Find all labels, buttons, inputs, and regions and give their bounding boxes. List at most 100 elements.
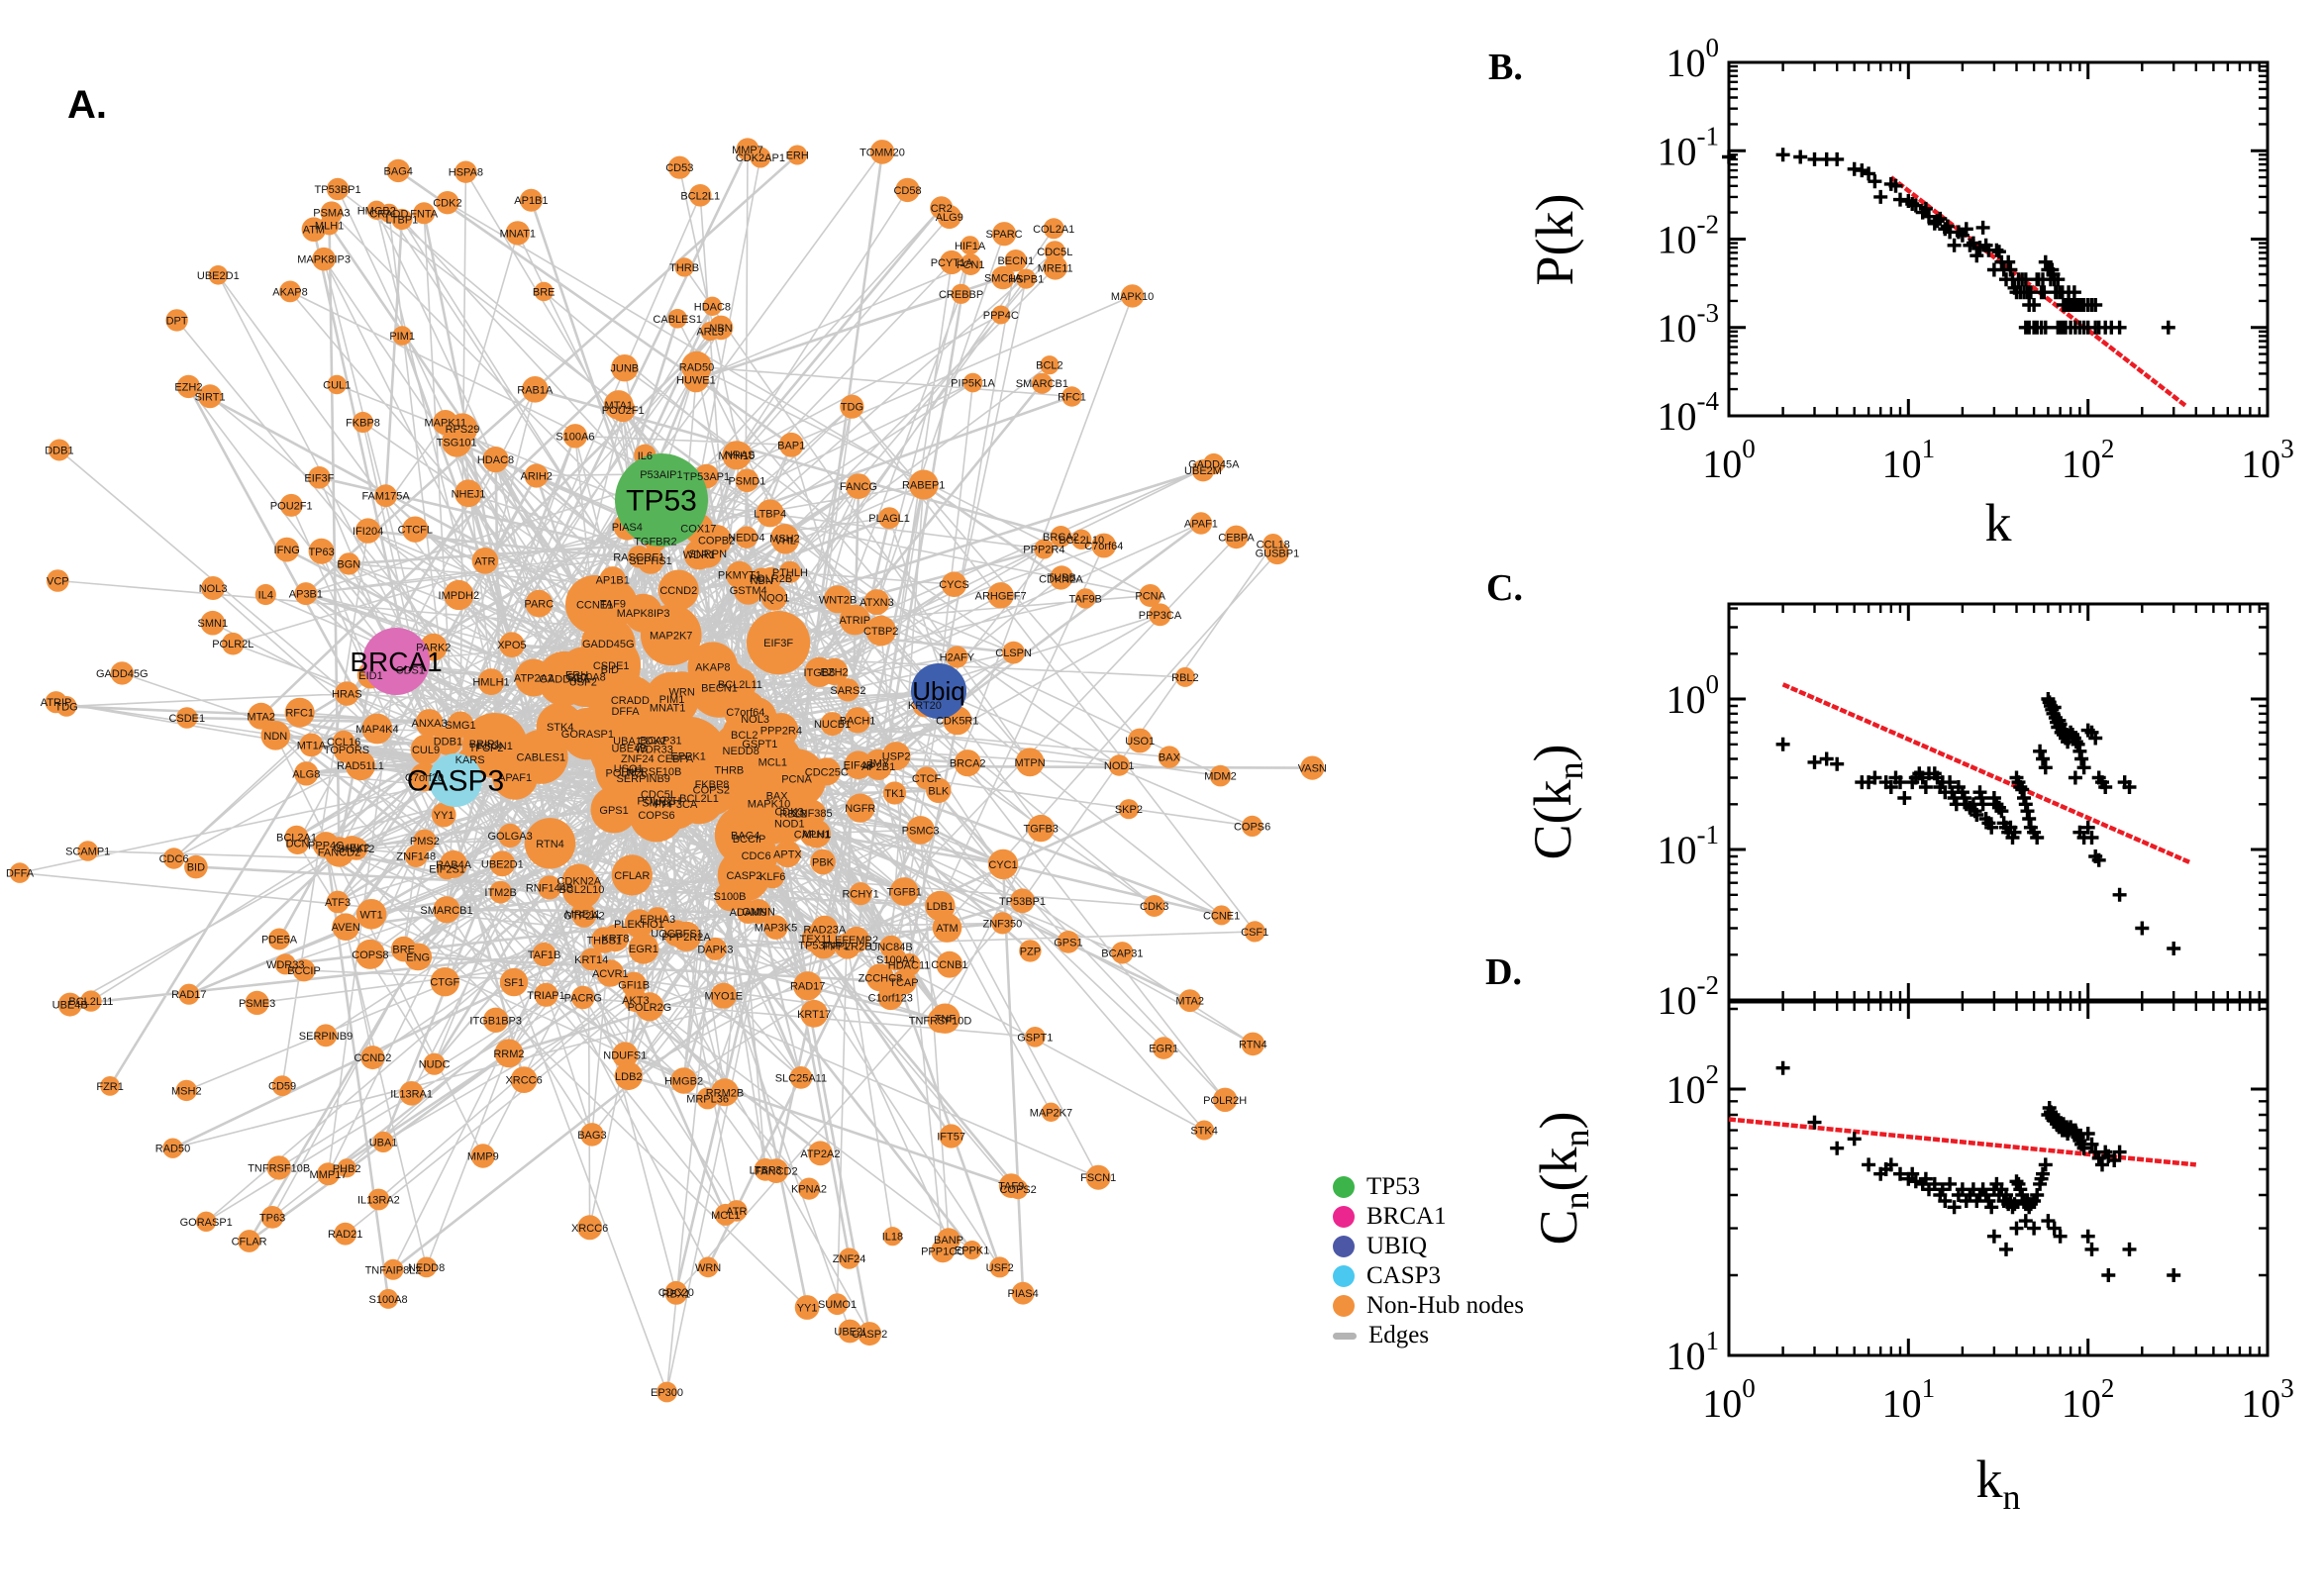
network-node [936, 950, 963, 978]
network-node [601, 924, 630, 952]
network-node [960, 236, 980, 255]
network-node [334, 1222, 357, 1246]
network-node [1213, 1087, 1238, 1113]
network-node-label: EP300 [651, 1387, 683, 1399]
network-node-label: YY1 [797, 1303, 818, 1315]
network-node [537, 875, 562, 900]
network-node-label: TNFAIP8L2 [365, 1264, 422, 1276]
network-node-label: BCAP31 [1101, 948, 1143, 959]
legend-item-tp53: TP53 [1333, 1172, 1524, 1202]
network-node [725, 709, 795, 779]
network-node-label: IFT57 [937, 1132, 965, 1144]
network-node-label: PIAS4 [1008, 1288, 1039, 1300]
network-node [937, 204, 961, 230]
network-node [811, 915, 839, 944]
edge-swatch-icon [1333, 1332, 1357, 1340]
network-node-label: TUBB [1048, 572, 1076, 584]
network-node-label: TRIAP1 [527, 990, 565, 1002]
node-swatch-icon [1333, 1265, 1355, 1287]
network-node-label: CAPN1 [794, 830, 831, 842]
network-node-label: DAPK3 [697, 944, 733, 955]
network-node-label: CDC6 [159, 853, 189, 865]
network-node-label: WDR33 [635, 745, 673, 756]
network-node-label: CTGF [430, 977, 459, 989]
network-node-label: PACRG [564, 993, 602, 1005]
network-node-label: BCL2L11 [68, 996, 113, 1008]
network-node [700, 321, 720, 342]
network-node-label: GFI1B [618, 979, 650, 991]
network-node [962, 372, 983, 393]
network-node [1149, 603, 1171, 627]
network-node-label: IL13RA1 [390, 1088, 433, 1100]
network-node-label: FKBP8 [346, 418, 380, 430]
network-node-label: CCNE1 [576, 600, 613, 612]
network-node [382, 1258, 404, 1280]
network-node-label: USP2 [882, 751, 911, 763]
network-node-label: APAF1 [498, 772, 532, 784]
hub-node-brca1 [362, 628, 430, 695]
network-node-label: YY1 [434, 810, 454, 822]
network-node [110, 661, 134, 685]
panel-b-frame [1727, 60, 2270, 418]
network-node-label: MCL1 [711, 1210, 740, 1222]
network-node [436, 191, 459, 215]
network-node [579, 948, 603, 971]
network-node [208, 265, 229, 285]
network-node-label: BAG4 [731, 831, 759, 843]
network-node [763, 915, 788, 940]
network-node-label: RRM2 [493, 1048, 524, 1060]
network-node-label: MSH2 [769, 533, 800, 545]
network-node [355, 899, 387, 930]
network-node-label: XRCC6 [505, 1075, 542, 1087]
network-node-label: CRADD [369, 208, 408, 220]
network-node-label: ATF3 [325, 897, 351, 909]
network-node [337, 1158, 356, 1178]
network-node [932, 913, 962, 943]
network-node [696, 1087, 719, 1110]
network-node-label: S100A4 [876, 954, 915, 966]
network-node-label: XRCC6 [571, 1223, 608, 1235]
network-node-label: LTBP1 [385, 215, 418, 227]
hub-node-tp53 [615, 453, 708, 547]
network-node-label: SPARC [986, 229, 1023, 241]
legend-item-label: TP53 [1366, 1173, 1421, 1200]
network-node [1057, 931, 1080, 953]
network-node-label: FNTA [410, 208, 439, 220]
network-node-label: LTBP3 [750, 1164, 782, 1176]
network-node-label: POU2F1 [270, 500, 313, 512]
network-node [433, 896, 460, 924]
network-node [57, 992, 82, 1017]
hub-node-ubiq [911, 663, 966, 719]
panel-c-frame [1727, 602, 2270, 1002]
network-node-label: KLF6 [759, 871, 785, 883]
network-node [176, 707, 198, 729]
network-node-label: CLSPN [995, 648, 1032, 659]
network-node-label: CDKN2A [1039, 573, 1083, 585]
network-node [201, 576, 226, 600]
network-node [404, 845, 428, 867]
network-node [845, 707, 871, 734]
network-node-label: ZNF350 [983, 918, 1023, 930]
network-node-label: PARC [524, 599, 554, 611]
network-node-label: CDC20 [658, 1287, 694, 1299]
network-node-label: PSMD1 [728, 475, 765, 487]
network-node-label: CABLES1 [653, 314, 702, 326]
network-node [754, 1157, 777, 1181]
network-node-label: COPS6 [1234, 821, 1270, 833]
network-node [789, 1066, 813, 1089]
network-node-label: HDAC8 [694, 301, 731, 313]
network-node [374, 484, 397, 508]
network-node [735, 526, 758, 549]
network-node [198, 384, 223, 409]
network-node [1118, 799, 1139, 820]
tick-label: 100 [1666, 669, 1720, 722]
network-node [444, 579, 474, 611]
network-node-label: BCL2L11 [718, 679, 762, 691]
network-node-label: GPS1 [599, 805, 628, 817]
network-node-label: S100A8 [369, 1294, 408, 1306]
network-node-label: SKP2 [1115, 804, 1143, 816]
panel-a-label: A. [67, 83, 107, 127]
legend-item-label: CASP3 [1366, 1262, 1442, 1289]
network-node [338, 552, 360, 575]
